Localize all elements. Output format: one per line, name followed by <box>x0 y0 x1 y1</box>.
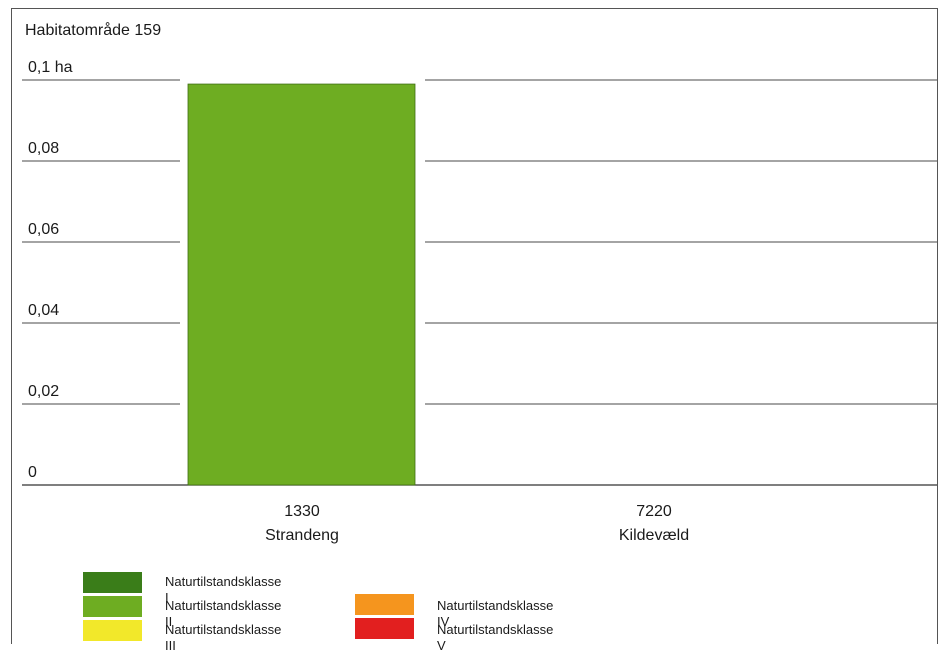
chart-title: Habitatområde 159 <box>25 22 162 39</box>
y-tick-label: 0 <box>28 464 37 481</box>
x-tick-code: 7220 <box>636 503 672 520</box>
x-tick-name: Kildevæld <box>619 527 689 544</box>
legend-label-klasse-iv: Naturtilstandsklasse IV <box>437 598 554 629</box>
y-tick-label: 0,06 <box>28 221 59 238</box>
legend-swatch-klasse-iv <box>355 594 414 615</box>
legend-swatch-klasse-i <box>83 572 142 593</box>
legend-label-klasse-iii: Naturtilstandsklasse III <box>165 622 282 653</box>
chart-frame <box>11 8 938 644</box>
bar-chart: 0 0,02 0,04 0,06 0,08 0,1 ha 1330 Strandeng 7220… <box>22 59 937 544</box>
y-tick-label: 0,1 ha <box>28 59 73 76</box>
y-tick-label: 0,08 <box>28 140 59 157</box>
y-tick-label: 0,04 <box>28 302 59 319</box>
x-tick-code: 1330 <box>284 503 320 520</box>
legend-swatch-klasse-iii <box>83 620 142 641</box>
legend-swatch-klasse-ii <box>83 596 142 617</box>
legend-label-klasse-i: Naturtilstandsklasse I <box>165 574 282 605</box>
bar-1330 <box>187 83 416 486</box>
legend-swatch-klasse-v <box>355 618 414 639</box>
x-tick-name: Strandeng <box>265 527 339 544</box>
legend-label-klasse-ii: Naturtilstandsklasse II <box>165 598 282 629</box>
y-tick-label: 0,02 <box>28 383 59 400</box>
legend-label-klasse-v: Naturtilstandsklasse V <box>437 622 554 653</box>
